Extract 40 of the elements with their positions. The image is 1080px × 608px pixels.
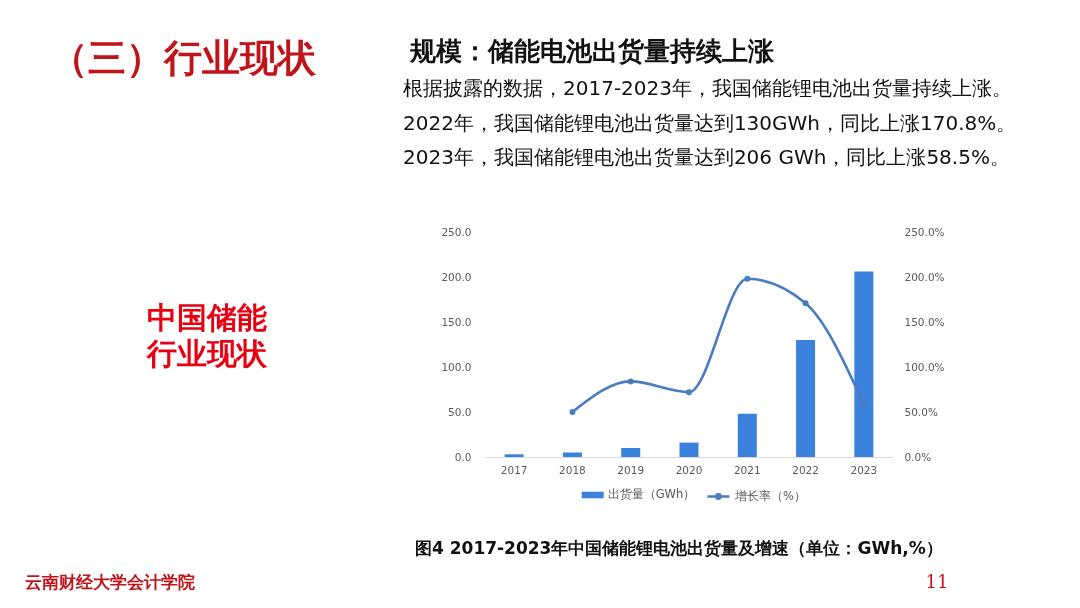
bar — [737, 413, 757, 457]
x-tick-label: 2020 — [675, 463, 703, 476]
y2-tick-label: 100.0% — [904, 360, 945, 373]
bar — [621, 448, 641, 457]
y-tick-label: 100.0 — [441, 360, 472, 373]
point — [860, 401, 867, 408]
legend-label: 出货量（GWh） — [607, 487, 696, 501]
x-tick-label: 2018 — [559, 463, 586, 476]
y-tick-label: 50.0 — [448, 405, 472, 418]
text: 云南财经大学会计学院 — [25, 572, 195, 592]
bar — [504, 454, 524, 457]
y2-tick-label: 250.0% — [904, 225, 945, 238]
y-tick-label: 250.0 — [441, 225, 472, 238]
text: 11 — [925, 571, 949, 592]
y-tick-label: 200.0 — [441, 270, 472, 283]
x-tick-label: 2019 — [617, 463, 645, 476]
text: 中国储能行业现状 — [146, 300, 268, 371]
point — [802, 300, 809, 307]
x-tick-label: 2023 — [850, 463, 878, 476]
point — [686, 389, 692, 396]
chart-subtitle: 根据披露的数据，2017-2023年，我国储能锂电池出货量持续上涨。2022年，我国储能锂电池出货量达到130GWh，同比上涨170.8%。2023年，我国储能锂电池出货量达到206 GWh，同比上涨58.5%。 — [403, 76, 1017, 169]
y2-tick-label: 150.0% — [904, 315, 945, 328]
y-tick-label: 150.0 — [441, 315, 472, 328]
bar — [679, 442, 699, 457]
bar — [796, 340, 816, 457]
point — [569, 409, 576, 415]
x-tick-label: 2017 — [500, 463, 528, 476]
x-tick-label: 2022 — [792, 463, 819, 476]
caption: 图4 2017-2023年中国储能锂电池出货量及增速（单位：GWh,%） — [415, 538, 943, 558]
text: （三）行业现状 — [50, 36, 317, 80]
y2-tick-label: 200.0% — [904, 270, 945, 283]
legend-label: 增长率（%） — [733, 488, 806, 503]
y-tick-label: 0.0 — [454, 450, 472, 463]
bar — [854, 271, 874, 457]
point — [627, 378, 634, 385]
point — [744, 275, 751, 282]
chart-title: 规模：储能电池出货量持续上涨 — [409, 36, 775, 66]
y2-tick-label: 0.0% — [904, 450, 932, 463]
x-tick-label: 2021 — [733, 463, 761, 476]
y2-tick-label: 50.0% — [904, 405, 938, 418]
